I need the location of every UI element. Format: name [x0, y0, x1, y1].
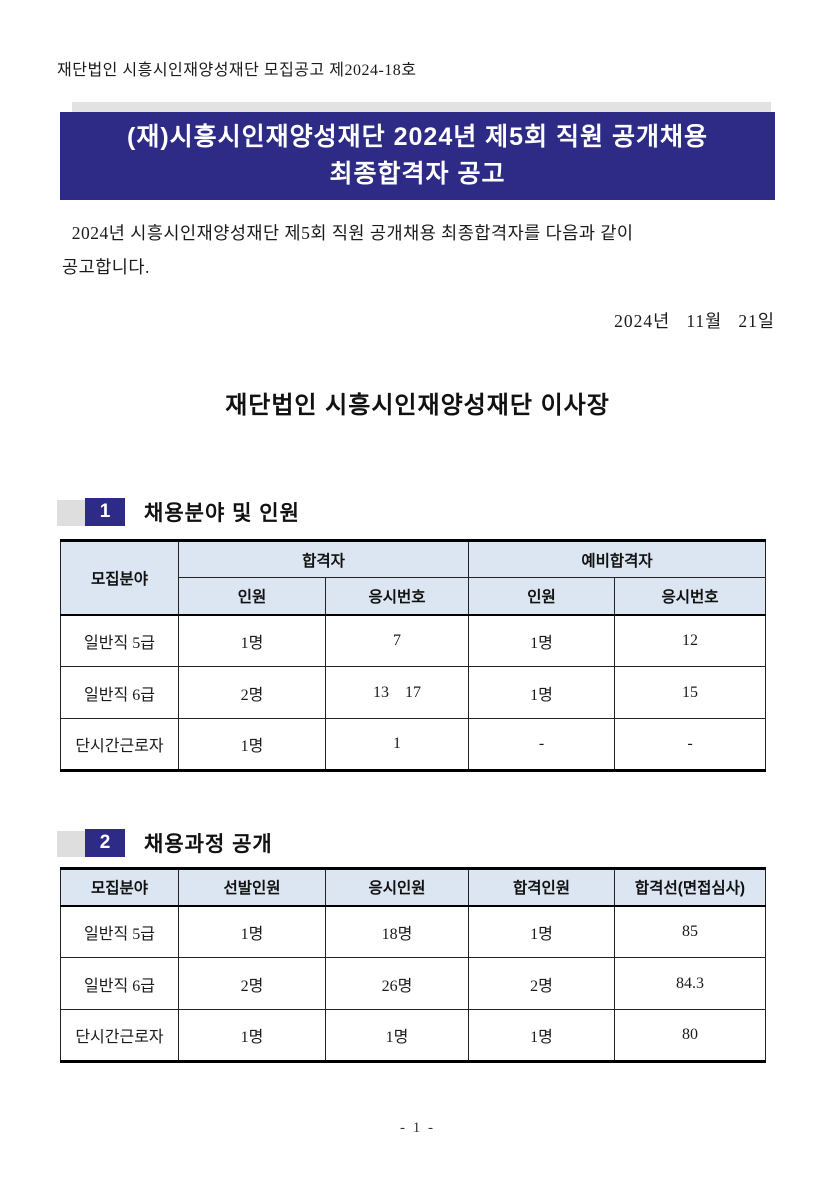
- table2-cell: 일반직 6급: [60, 957, 179, 1010]
- table2-cell: 26명: [325, 957, 469, 1010]
- table-row: 일반직 5급 1명 7 1명 12: [60, 614, 766, 667]
- table1-cell: 1명: [178, 614, 326, 667]
- table1-cell: 일반직 5급: [60, 614, 179, 667]
- table-row: 일반직 6급 2명 26명 2명 84.3: [60, 957, 766, 1010]
- table-row: 단시간근로자 1명 1 - -: [60, 718, 766, 771]
- section1-number-badge: 1: [85, 498, 125, 526]
- table2-header-cutline: 합격선(면접심사): [614, 868, 766, 907]
- table2-cell: 85: [614, 905, 766, 958]
- table2-header-passed: 합격인원: [468, 868, 615, 907]
- table1-cell: 1: [325, 718, 469, 771]
- table2-header-selected: 선발인원: [178, 868, 326, 907]
- table2-cell: 1명: [325, 1009, 469, 1062]
- table1-cell: -: [614, 718, 766, 771]
- page-number: - 1 -: [400, 1120, 435, 1136]
- table2-cell: 84.3: [614, 957, 766, 1010]
- table2-cell: 1명: [178, 1009, 326, 1062]
- table1-cell: 1명: [468, 666, 615, 719]
- table1-subheader-count2: 인원: [468, 577, 615, 616]
- table2-cell: 18명: [325, 905, 469, 958]
- section1-title: 채용분야 및 인원: [144, 502, 300, 525]
- doc-number: 재단법인 시흥시인재양성재단 모집공고 제2024-18호: [57, 62, 417, 79]
- banner-title-line1: (재)시흥시인재양성재단 2024년 제5회 직원 공개채용: [127, 123, 708, 151]
- table2-header-row: 모집분야 선발인원 응시인원 합격인원 합격선(면접심사): [60, 868, 766, 907]
- table1-cell: 2명: [178, 666, 326, 719]
- table2-cell: 단시간근로자: [60, 1009, 179, 1062]
- recruitment-result-table: 모집분야 합격자 예비합격자 인원 응시번호 인원 응시번호 일반직 5급 1명…: [60, 539, 766, 772]
- table1-cell: 1명: [178, 718, 326, 771]
- table-row: 일반직 6급 2명 13 17 1명 15: [60, 666, 766, 719]
- table2-cell: 1명: [468, 905, 615, 958]
- section2-title: 채용과정 공개: [144, 833, 273, 856]
- table1-sub-header-row: 인원 응시번호 인원 응시번호: [61, 577, 766, 616]
- banner-title: (재)시흥시인재양성재단 2024년 제5회 직원 공개채용 최종합격자 공고: [60, 112, 775, 200]
- section1-gray-accent: [57, 500, 85, 526]
- table1-cell: 1명: [468, 614, 615, 667]
- table1-cell: 단시간근로자: [60, 718, 179, 771]
- body-line2: 공고합니다.: [62, 257, 150, 277]
- table1-cell: 7: [325, 614, 469, 667]
- table1-subheader-number1: 응시번호: [325, 577, 469, 616]
- section-header-2: 2 채용과정 공개: [57, 829, 835, 857]
- section2-number-badge: 2: [85, 829, 125, 857]
- table2-cell: 1명: [178, 905, 326, 958]
- table2-cell: 2명: [178, 957, 326, 1010]
- signature-line: 재단법인 시흥시인재양성재단 이사장: [225, 392, 610, 419]
- section-header-1: 1 채용분야 및 인원: [57, 498, 835, 526]
- table2-cell: 1명: [468, 1009, 615, 1062]
- table1-cell: 12: [614, 614, 766, 667]
- banner-top-strip: [72, 102, 771, 112]
- announcement-date: 2024년 11월 21일: [614, 311, 775, 331]
- table2-header-applicants: 응시인원: [325, 868, 469, 907]
- table1-corner-header: 모집분야: [60, 540, 179, 616]
- table-row: 단시간근로자 1명 1명 1명 80: [60, 1009, 766, 1062]
- table2-cell: 일반직 5급: [60, 905, 179, 958]
- body-paragraph: 2024년 시흥시인재양성재단 제5회 직원 공개채용 최종합격자를 다음과 같…: [62, 216, 772, 284]
- table1-subheader-number2: 응시번호: [614, 577, 766, 616]
- table1-cell: -: [468, 718, 615, 771]
- body-line1: 2024년 시흥시인재양성재단 제5회 직원 공개채용 최종합격자를 다음과 같…: [62, 223, 634, 243]
- table1-cell: 일반직 6급: [60, 666, 179, 719]
- banner-title-line2: 최종합격자 공고: [329, 160, 506, 188]
- recruitment-process-table: 모집분야 선발인원 응시인원 합격인원 합격선(면접심사) 일반직 5급 1명 …: [60, 867, 766, 1063]
- section2-gray-accent: [57, 831, 85, 857]
- table2-header-field: 모집분야: [60, 868, 179, 907]
- table1-group-header-reserve: 예비합격자: [468, 540, 766, 578]
- table1-group-header-row: 모집분야 합격자 예비합격자: [60, 540, 766, 616]
- table2-cell: 80: [614, 1009, 766, 1062]
- table-row: 일반직 5급 1명 18명 1명 85: [60, 905, 766, 958]
- table1-group-header-pass: 합격자: [178, 540, 469, 578]
- title-banner: (재)시흥시인재양성재단 2024년 제5회 직원 공개채용 최종합격자 공고: [60, 102, 775, 200]
- table1-cell: 15: [614, 666, 766, 719]
- table2-cell: 2명: [468, 957, 615, 1010]
- table1-subheader-count1: 인원: [178, 577, 326, 616]
- table1-cell: 13 17: [325, 666, 469, 719]
